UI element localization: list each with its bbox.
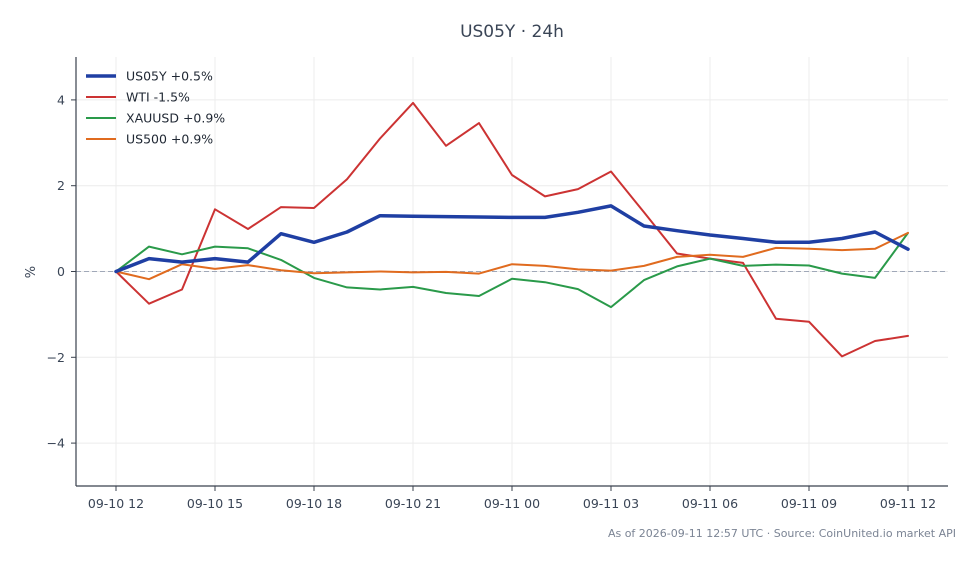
x-tick-label: 09-11 09 xyxy=(781,496,837,511)
series-line-xauusd xyxy=(115,231,909,309)
x-tick-label: 09-11 12 xyxy=(880,496,936,511)
legend-entry: US05Y +0.5% xyxy=(126,69,213,84)
y-tick-label: −4 xyxy=(47,436,65,451)
legend: US05Y +0.5% WTI -1.5% XAUUSD +0.9% US500 +0… xyxy=(86,69,225,147)
x-tick-label: 09-11 03 xyxy=(583,496,639,511)
chart-title: US05Y · 24h xyxy=(460,22,564,42)
y-tick-label: 0 xyxy=(57,264,65,279)
x-tick-label: 09-10 15 xyxy=(187,496,243,511)
x-axis-ticks: 09-10 12 09-10 15 09-10 18 09-10 21 09-11 00… xyxy=(88,486,936,511)
legend-entry: US500 +0.9% xyxy=(126,132,213,147)
series-line-us500 xyxy=(115,231,909,281)
legend-entry: WTI -1.5% xyxy=(126,90,190,105)
y-axis-ticks: −4 −2 0 2 4 xyxy=(47,92,76,451)
y-tick-label: 4 xyxy=(57,92,65,107)
series-line-us05y xyxy=(114,204,910,274)
series-line-wti xyxy=(115,101,909,358)
x-tick-label: 09-10 21 xyxy=(385,496,441,511)
x-tick-label: 09-10 18 xyxy=(286,496,342,511)
x-tick-label: 09-11 06 xyxy=(682,496,738,511)
y-tick-label: −2 xyxy=(47,350,65,365)
x-tick-label: 09-11 00 xyxy=(484,496,540,511)
y-axis-label: % xyxy=(24,266,39,278)
x-tick-label: 09-10 12 xyxy=(88,496,144,511)
y-tick-label: 2 xyxy=(57,178,65,193)
series-lines xyxy=(114,101,910,358)
legend-entry: XAUUSD +0.9% xyxy=(126,111,225,126)
chart-footer: As of 2026-09-11 12:57 UTC · Source: Coi… xyxy=(608,527,956,540)
